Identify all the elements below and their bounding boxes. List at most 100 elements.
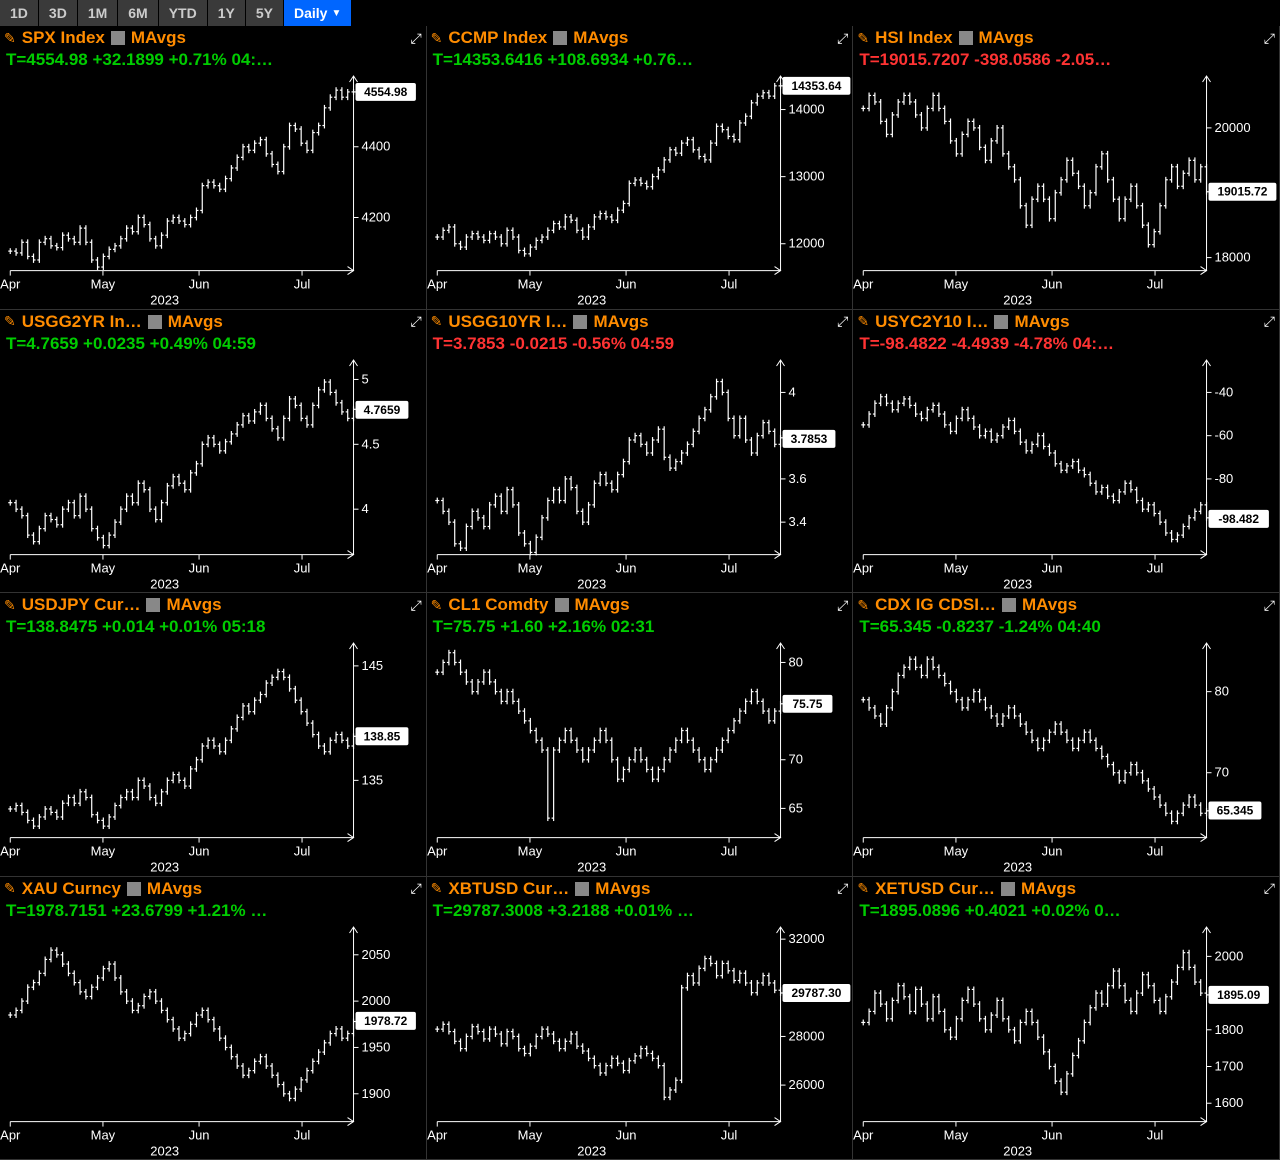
chart-area[interactable]: 16001700180020001895.09AprMayJunJul2023	[853, 923, 1279, 1160]
chart-area[interactable]: -40-60-80-98.482AprMayJunJul2023	[853, 356, 1279, 593]
svg-text:12000: 12000	[788, 236, 824, 251]
svg-text:145: 145	[362, 658, 384, 673]
mavgs-checkbox[interactable]	[148, 315, 162, 329]
mavgs-label: MAvgs	[575, 595, 630, 615]
mavgs-checkbox[interactable]	[959, 31, 973, 45]
chart-area[interactable]: 135145138.85AprMayJunJul2023	[0, 639, 426, 876]
expand-icon[interactable]: ⤢	[1264, 597, 1275, 614]
expand-icon[interactable]: ⤢	[410, 313, 421, 330]
svg-text:20000: 20000	[1215, 120, 1251, 135]
mavgs-label: MAvgs	[131, 28, 186, 48]
svg-text:29787.30: 29787.30	[791, 985, 841, 999]
mavgs-checkbox[interactable]	[575, 882, 589, 896]
mavgs-checkbox[interactable]	[553, 31, 567, 45]
mavgs-checkbox[interactable]	[573, 315, 587, 329]
panel-cdx: ✎CDX IG CDSI…MAvgs⤢T=65.345 -0.8237 -1.2…	[853, 593, 1280, 877]
pencil-icon[interactable]: ✎	[4, 880, 16, 897]
pencil-icon[interactable]: ✎	[857, 313, 869, 330]
expand-icon[interactable]: ⤢	[837, 880, 848, 897]
chart-area[interactable]: 65708075.75AprMayJunJul2023	[427, 639, 853, 876]
mavgs-checkbox[interactable]	[1001, 882, 1015, 896]
chart-area[interactable]: 420044004554.98AprMayJunJul2023	[0, 72, 426, 309]
svg-text:28000: 28000	[788, 1028, 824, 1043]
svg-text:May: May	[91, 277, 116, 292]
svg-text:-98.482: -98.482	[1219, 511, 1260, 525]
mavgs-checkbox[interactable]	[555, 598, 569, 612]
expand-icon[interactable]: ⤢	[410, 597, 421, 614]
panel-ccmp: ✎CCMP IndexMAvgs⤢T=14353.6416 +108.6934 …	[427, 26, 854, 310]
panel-cl1: ✎CL1 ComdtyMAvgs⤢T=75.75 +1.60 +2.16% 02…	[427, 593, 854, 877]
expand-icon[interactable]: ⤢	[1264, 313, 1275, 330]
pencil-icon[interactable]: ✎	[431, 313, 443, 330]
pencil-icon[interactable]: ✎	[857, 880, 869, 897]
pencil-icon[interactable]: ✎	[857, 30, 869, 47]
expand-icon[interactable]: ⤢	[837, 30, 848, 47]
svg-text:65.345: 65.345	[1217, 803, 1254, 817]
timeframe-ytd[interactable]: YTD	[159, 0, 207, 26]
chart-area[interactable]: 26000280003200029787.30AprMayJunJul2023	[427, 923, 853, 1160]
svg-text:4400: 4400	[362, 139, 391, 154]
interval-dropdown[interactable]: Daily▼	[284, 0, 351, 26]
ticker-label: XAU Curncy	[22, 879, 121, 899]
pencil-icon[interactable]: ✎	[431, 880, 443, 897]
timeframe-6m[interactable]: 6M	[118, 0, 157, 26]
expand-icon[interactable]: ⤢	[837, 597, 848, 614]
expand-icon[interactable]: ⤢	[410, 880, 421, 897]
chart-area[interactable]: 44.554.7659AprMayJunJul2023	[0, 356, 426, 593]
chart-svg: 420044004554.98AprMayJunJul2023	[0, 72, 426, 309]
svg-text:18000: 18000	[1215, 250, 1251, 265]
chart-area[interactable]: 180002000019015.72AprMayJunJul2023	[853, 72, 1279, 309]
mavgs-label: MAvgs	[593, 312, 648, 332]
timeframe-1d[interactable]: 1D	[0, 0, 38, 26]
pencil-icon[interactable]: ✎	[431, 597, 443, 614]
svg-text:1800: 1800	[1215, 1021, 1244, 1036]
svg-text:5: 5	[362, 371, 369, 386]
chart-svg: 44.554.7659AprMayJunJul2023	[0, 356, 426, 593]
timeframe-toolbar: 1D3D1M6MYTD1Y5YDaily▼	[0, 0, 1280, 26]
pencil-icon[interactable]: ✎	[4, 313, 16, 330]
svg-text:Apr: Apr	[0, 560, 21, 575]
pencil-icon[interactable]: ✎	[857, 597, 869, 614]
panel-header: ✎CDX IG CDSI…MAvgs⤢	[853, 593, 1279, 617]
pencil-icon[interactable]: ✎	[431, 30, 443, 47]
mavgs-checkbox[interactable]	[127, 882, 141, 896]
pencil-icon[interactable]: ✎	[4, 597, 16, 614]
svg-text:2023: 2023	[577, 293, 606, 308]
timeframe-1m[interactable]: 1M	[78, 0, 117, 26]
chart-area[interactable]: 12000130001400014353.64AprMayJunJul2023	[427, 72, 853, 309]
svg-text:Jul: Jul	[294, 844, 311, 859]
mavgs-checkbox[interactable]	[1002, 598, 1016, 612]
svg-text:4: 4	[362, 501, 369, 516]
mavgs-checkbox[interactable]	[111, 31, 125, 45]
expand-icon[interactable]: ⤢	[1264, 30, 1275, 47]
chart-svg: 65708075.75AprMayJunJul2023	[427, 639, 853, 876]
panel-header: ✎HSI IndexMAvgs⤢	[853, 26, 1279, 50]
svg-text:2023: 2023	[1004, 293, 1033, 308]
svg-text:Jul: Jul	[720, 844, 737, 859]
expand-icon[interactable]: ⤢	[1264, 880, 1275, 897]
mavgs-checkbox[interactable]	[994, 315, 1008, 329]
mavgs-checkbox[interactable]	[146, 598, 160, 612]
expand-icon[interactable]: ⤢	[837, 313, 848, 330]
panel-xetusd: ✎XETUSD Cur…MAvgs⤢T=1895.0896 +0.4021 +0…	[853, 877, 1280, 1160]
expand-icon[interactable]: ⤢	[410, 30, 421, 47]
svg-text:Apr: Apr	[853, 560, 874, 575]
timeframe-3d[interactable]: 3D	[39, 0, 77, 26]
timeframe-5y[interactable]: 5Y	[246, 0, 283, 26]
svg-text:May: May	[517, 844, 542, 859]
svg-text:4200: 4200	[362, 210, 391, 225]
timeframe-1y[interactable]: 1Y	[208, 0, 245, 26]
svg-text:19015.72: 19015.72	[1218, 185, 1268, 199]
chart-area[interactable]: 708065.345AprMayJunJul2023	[853, 639, 1279, 876]
mavgs-label: MAvgs	[1021, 879, 1076, 899]
panel-header: ✎USYC2Y10 I…MAvgs⤢	[853, 310, 1279, 334]
chart-area[interactable]: 3.43.643.7853AprMayJunJul2023	[427, 356, 853, 593]
quote-line: T=138.8475 +0.014 +0.01% 05:18	[0, 617, 426, 639]
panel-header: ✎USGG10YR I…MAvgs⤢	[427, 310, 853, 334]
chart-area[interactable]: 19001950200020501978.72AprMayJunJul2023	[0, 923, 426, 1160]
svg-text:32000: 32000	[788, 931, 824, 946]
svg-text:Apr: Apr	[427, 844, 448, 859]
svg-text:4.5: 4.5	[362, 436, 380, 451]
pencil-icon[interactable]: ✎	[4, 30, 16, 47]
svg-text:3.7853: 3.7853	[790, 431, 827, 445]
